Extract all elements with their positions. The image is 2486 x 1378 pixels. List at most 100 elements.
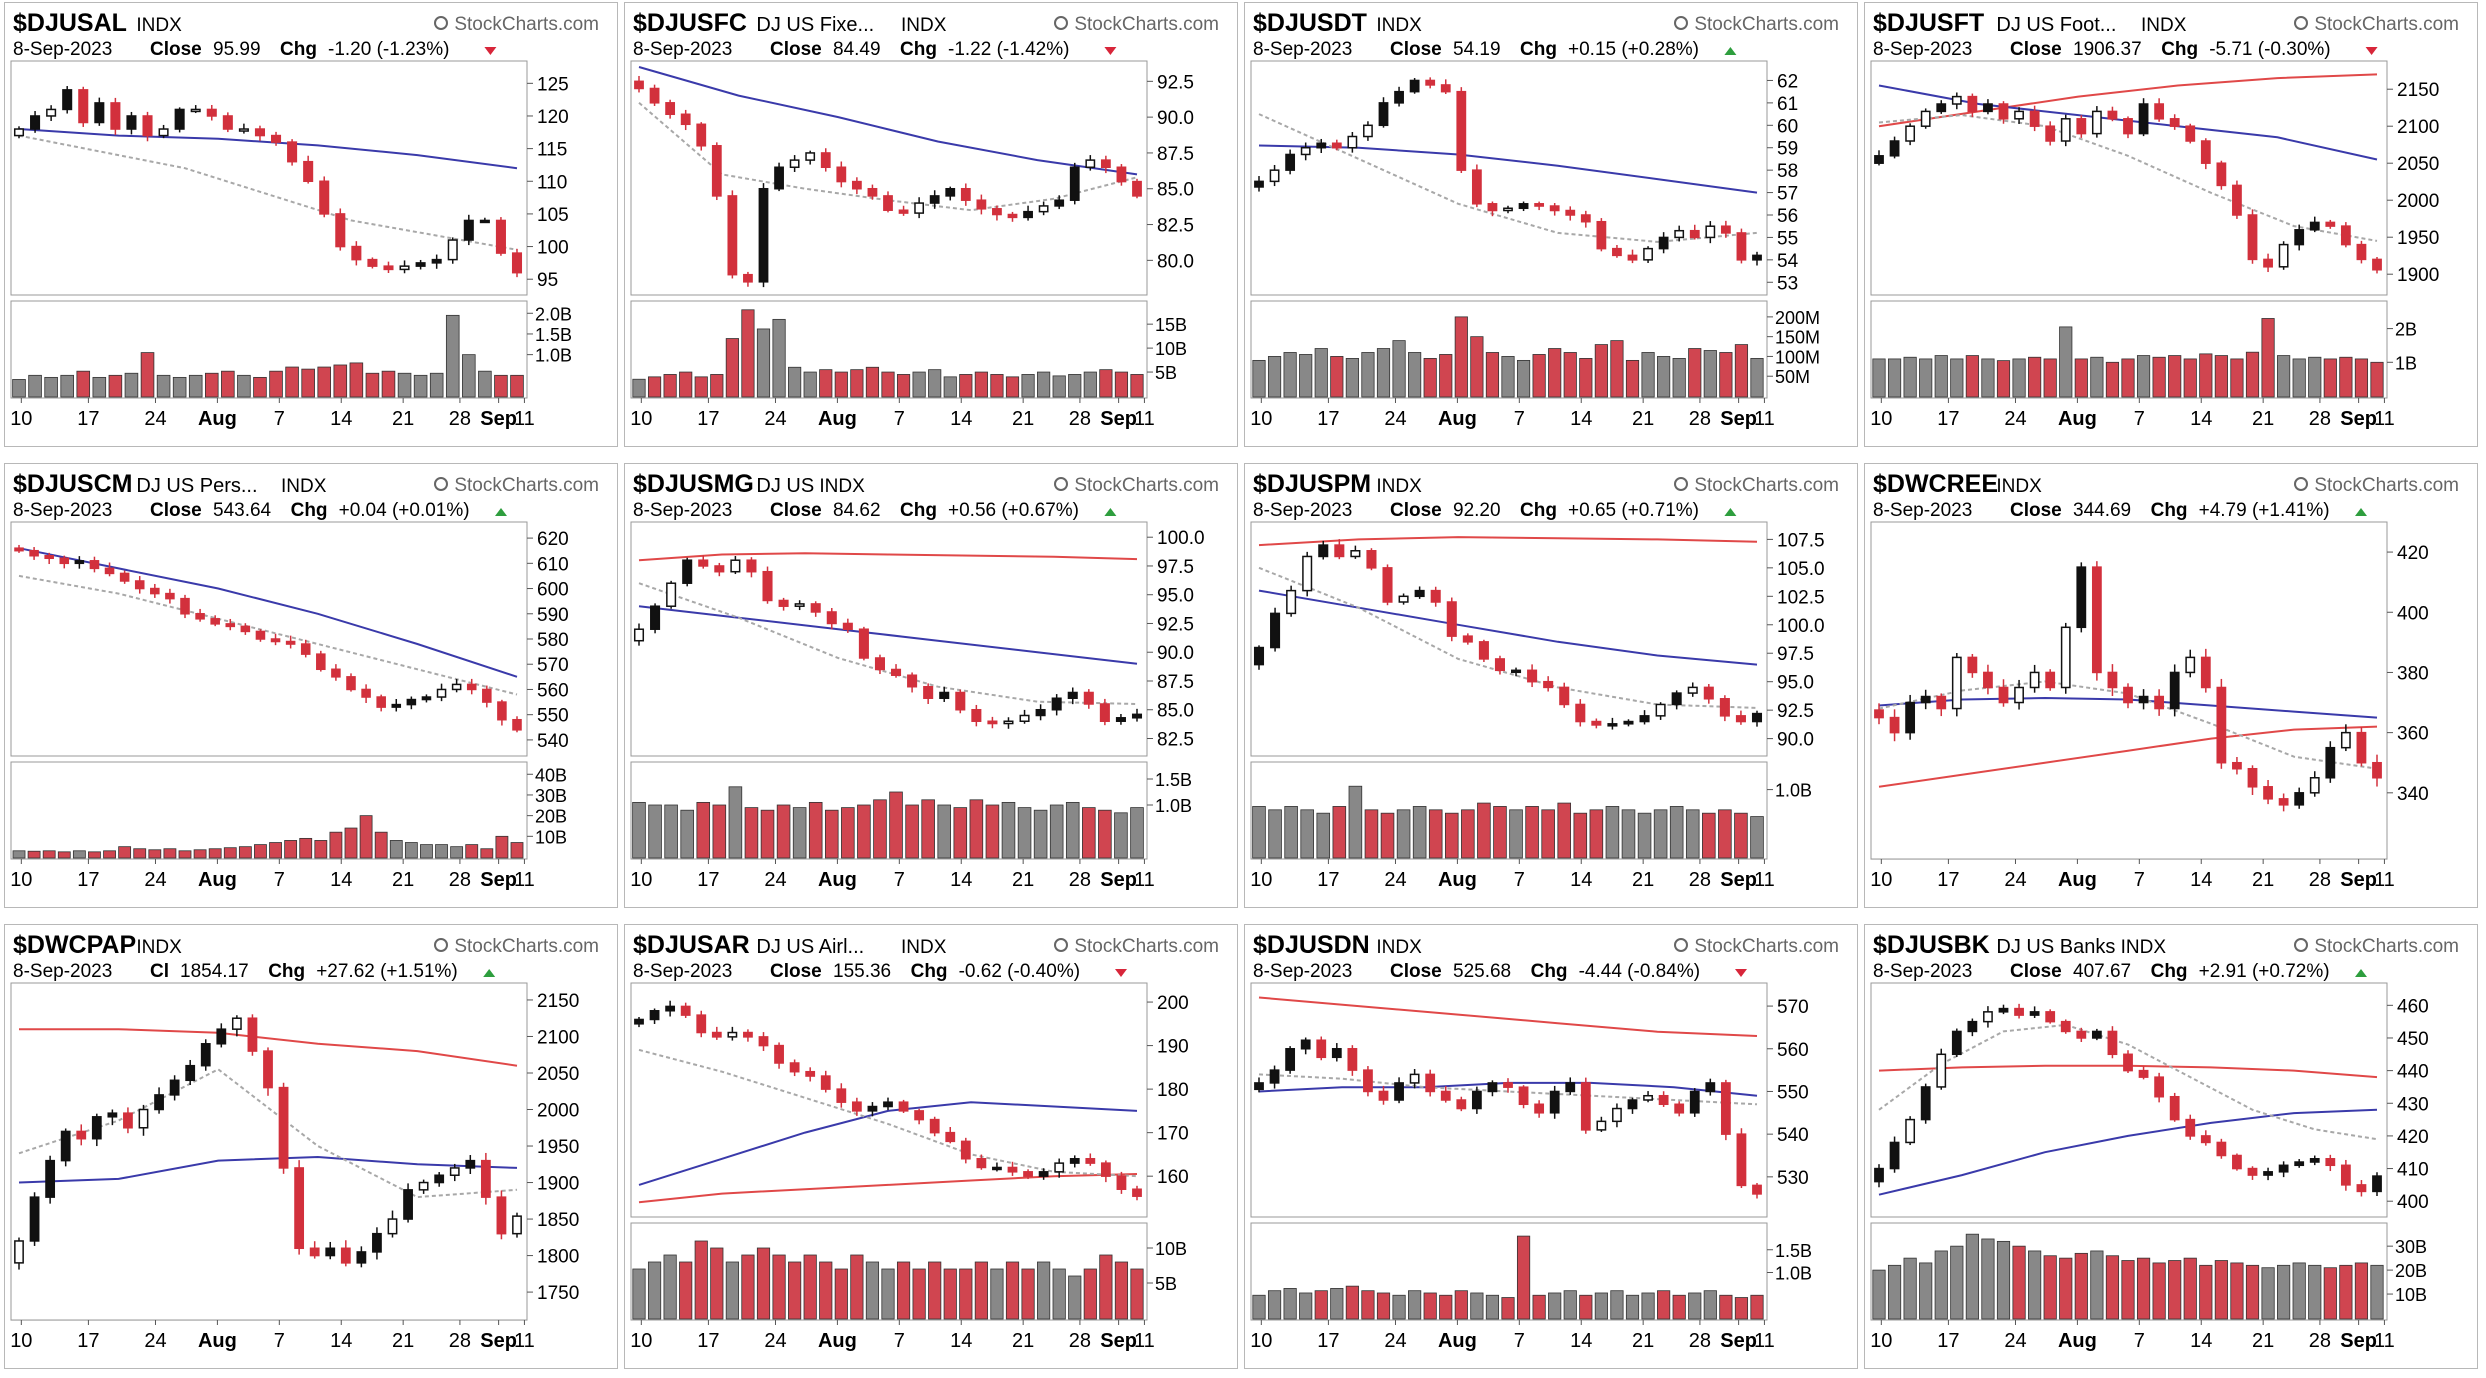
up-arrow-icon — [483, 969, 496, 977]
candle-body — [1889, 716, 1900, 734]
y-tick-label: 100.0 — [1777, 616, 1825, 637]
chart-panel-djusar[interactable]: $DJUSAR DJ US Airl... INDX StockCharts.com 8… — [624, 924, 1238, 1369]
chart-panel-dwcpap[interactable]: $DWCPAP INDX StockCharts.com 8-Sep-2023 Cl 18… — [4, 924, 618, 1369]
candle-body — [1612, 247, 1622, 257]
x-tick-label: 7 — [1514, 869, 1525, 891]
volume-bar — [204, 372, 219, 398]
vol-tick-label: 100M — [1775, 347, 1820, 367]
candle-body — [1534, 203, 1545, 207]
chg-value: +0.56 (+0.67%) — [948, 500, 1079, 521]
chart-panel-djusmg[interactable]: $DJUSMG DJ US INDX StockCharts.com 8-Sep-202… — [624, 463, 1238, 908]
volume-bar — [478, 370, 492, 398]
chart-panel-djusal[interactable]: $DJUSAL INDX StockCharts.com 8-Sep-2023 Clos… — [4, 2, 618, 447]
ma-short-line — [1258, 1073, 1758, 1106]
x-tick-label: Aug — [2058, 408, 2097, 430]
ma-mid-line — [18, 1155, 518, 1184]
ma-mid-line — [1878, 1108, 2378, 1196]
chg-label: Chg — [268, 961, 305, 982]
candle-body — [1689, 1090, 1700, 1114]
chart-panel-djusbk[interactable]: $DJUSBK DJ US Banks INDX StockCharts.com 8-S… — [1864, 924, 2478, 1369]
volume-bar — [990, 374, 1004, 398]
chart-date: 8-Sep-2023 — [1253, 961, 1352, 982]
y-tick-label: 380 — [2397, 663, 2429, 684]
volume-bar — [1300, 809, 1314, 859]
ma-mid-line — [18, 128, 518, 170]
volume-bar — [1439, 354, 1453, 398]
ma-short-line — [1258, 113, 1758, 243]
chart-panel-dwcree[interactable]: $DWCREE INDX StockCharts.com 8-Sep-2023 Clos… — [1864, 463, 2478, 908]
volume-bar — [1130, 1268, 1144, 1320]
x-tick-label: Sep — [1720, 869, 1757, 891]
volume-bar — [1579, 358, 1593, 398]
candle-body — [512, 1215, 522, 1235]
y-tick-label: 120 — [537, 107, 569, 128]
volume-bar — [1657, 1290, 1671, 1320]
up-arrow-icon — [1104, 508, 1117, 516]
volume-bar — [2121, 358, 2135, 398]
chart-panel-djuscm[interactable]: $DJUSCM DJ US Pers... INDX StockCharts.com 8… — [4, 463, 618, 908]
candle-body — [727, 1031, 738, 1038]
candle-body — [59, 557, 70, 565]
chart-symbol: $DJUSFT — [1873, 9, 1984, 37]
chart-panel-djuspm[interactable]: $DJUSPM INDX StockCharts.com 8-Sep-2023 Clos… — [1244, 463, 1858, 908]
volume-bar — [1501, 1297, 1515, 1320]
volume-bar — [108, 374, 123, 398]
x-tick-label: Aug — [2058, 869, 2097, 891]
candle-body — [451, 683, 462, 691]
candle-body — [1425, 1073, 1436, 1093]
candle-body — [195, 613, 205, 620]
chart-panel-djusdn[interactable]: $DJUSDN INDX StockCharts.com 8-Sep-2023 Clos… — [1244, 924, 1858, 1369]
volume-bar — [1461, 809, 1475, 859]
y-tick-label: 540 — [1777, 1125, 1809, 1146]
volume-bar — [850, 369, 864, 398]
y-tick-label: 2000 — [537, 1101, 579, 1122]
volume-bar — [1283, 352, 1297, 398]
y-tick-label: 110 — [537, 172, 567, 193]
candle-body — [511, 252, 523, 274]
close-value: 525.68 — [1453, 961, 1511, 982]
y-tick-label: 53 — [1777, 273, 1798, 294]
volume-bar — [2261, 1267, 2275, 1320]
ma-mid-line — [638, 605, 1138, 665]
candle-body — [1131, 713, 1143, 719]
y-tick-label: 200 — [1157, 993, 1189, 1014]
volume-bar — [420, 844, 433, 859]
y-tick-label: 87.5 — [1157, 144, 1194, 165]
candle-body — [367, 258, 378, 267]
ma-short-line — [1878, 1023, 2378, 1141]
chart-panel-djusft[interactable]: $DJUSFT DJ US Foot... INDX StockCharts.com 8… — [1864, 2, 2478, 447]
y-tick-label: 560 — [537, 680, 569, 701]
chg-label: Chg — [1531, 961, 1568, 982]
candle-body — [1905, 1118, 1916, 1144]
volume-bar — [959, 1268, 973, 1320]
candle-body — [403, 1189, 413, 1220]
volume-bar — [465, 844, 479, 859]
x-tick-label: 24 — [764, 408, 786, 430]
copyright-icon — [434, 16, 448, 30]
watermark: StockCharts.com — [1694, 475, 1839, 496]
candle-body — [482, 688, 492, 703]
candle-body — [2076, 1030, 2087, 1039]
candle-body — [939, 691, 950, 699]
close-label: Close — [770, 500, 822, 521]
candle-body — [294, 1167, 305, 1250]
volume-bar — [1380, 812, 1395, 859]
chart-name: DJ US Banks — [1996, 936, 2115, 958]
watermark: StockCharts.com — [2314, 475, 2459, 496]
y-tick-label: 62 — [1777, 71, 1798, 92]
chart-symbol: $DJUSFC — [633, 9, 747, 37]
x-tick-label: 11 — [1754, 1330, 1775, 1352]
vol-tick-label: 1.0B — [1155, 796, 1192, 816]
candle-body — [2076, 566, 2087, 629]
candle-body — [914, 202, 925, 214]
vol-tick-label: 30B — [535, 786, 567, 806]
candle-body — [1334, 544, 1345, 558]
candle-body — [346, 676, 356, 691]
candle-body — [1549, 1090, 1560, 1114]
chart-panel-djusdt[interactable]: $DJUSDT INDX StockCharts.com 8-Sep-2023 Clos… — [1244, 2, 1858, 447]
chart-panel-djusfc[interactable]: $DJUSFC DJ US Fixe... INDX StockCharts.com 8… — [624, 2, 1238, 447]
ma-long-line — [1878, 73, 2378, 128]
candle-body — [2200, 1135, 2211, 1144]
candle-body — [650, 605, 661, 630]
volume-bar — [1734, 1297, 1749, 1320]
